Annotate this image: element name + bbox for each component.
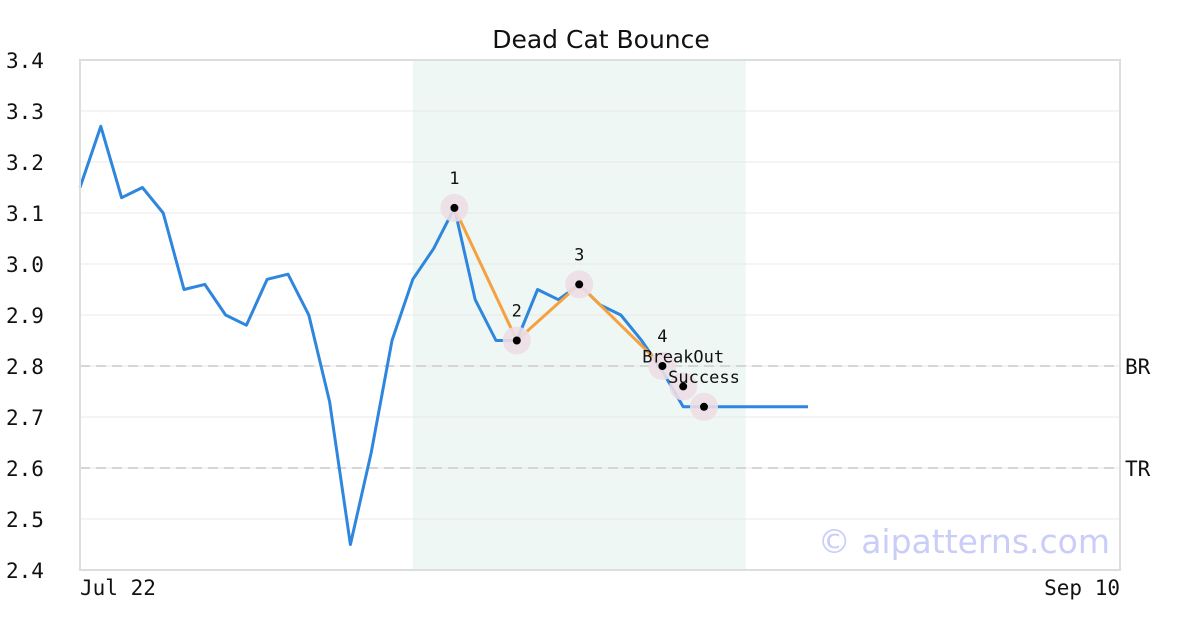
y-tick-label: 3.4: [6, 49, 44, 73]
series-lines: [78, 124, 808, 546]
reference-line-label: BR: [1125, 355, 1151, 379]
y-tick-label: 2.8: [6, 355, 44, 379]
y-tick-label: 2.7: [6, 406, 44, 430]
marker-label: BreakOut: [642, 347, 724, 367]
x-axis: Jul 22 Sep 10: [80, 576, 1120, 600]
x-tick-label: Jul 22: [80, 576, 156, 600]
watermark: © aipatterns.com: [818, 522, 1110, 561]
y-axis: 2.4 2.5 2.6 2.7 2.8 2.9 3.0 3.1 3.2 3.3 3.4: [6, 49, 44, 583]
y-tick-label: 2.6: [6, 457, 44, 481]
marker-label: 3: [574, 245, 584, 265]
marker-dot: [512, 336, 521, 345]
marker-dot: [450, 203, 459, 212]
marker-label: 1: [449, 169, 459, 189]
y-tick-label: 3.0: [6, 253, 44, 277]
marker-label: 2: [512, 302, 522, 322]
pattern-line: [453, 207, 664, 368]
reference-line-label: TR: [1125, 457, 1151, 481]
marker-dot: [700, 402, 708, 411]
marker-dot: [658, 362, 667, 370]
marker-dot: [575, 280, 584, 289]
y-tick-label: 2.4: [6, 559, 44, 583]
reference-lines: BR TR: [80, 355, 1151, 481]
marker-dot: [679, 382, 688, 391]
marker-label: Success: [668, 368, 740, 388]
y-tick-label: 3.2: [6, 151, 44, 175]
price-line: [78, 124, 808, 546]
y-tick-label: 2.9: [6, 304, 44, 328]
y-tick-label: 2.5: [6, 508, 44, 532]
y-tick-label: 3.3: [6, 100, 44, 124]
y-tick-label: 3.1: [6, 202, 44, 226]
chart-title: Dead Cat Bounce: [492, 25, 710, 54]
marker-label: 4: [657, 327, 667, 347]
x-tick-label: Sep 10: [1044, 576, 1120, 600]
plot-frame: [79, 59, 1121, 571]
